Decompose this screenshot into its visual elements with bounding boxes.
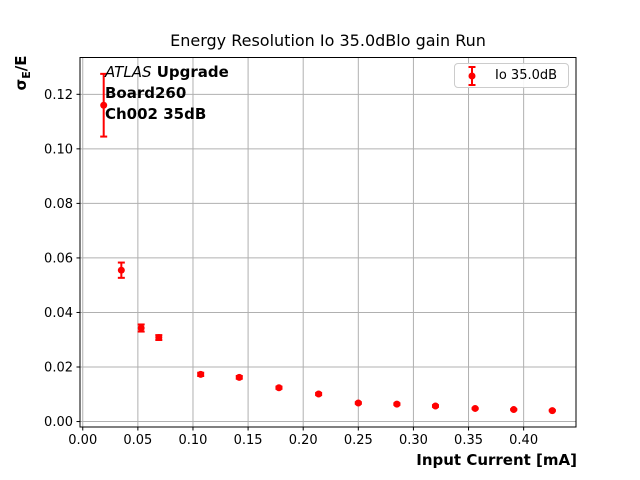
- data-point: [393, 400, 401, 408]
- data-point: [197, 370, 205, 378]
- y-tick-label: 0.12: [44, 88, 73, 103]
- y-tick-label: 0.00: [44, 415, 73, 430]
- data-point: [548, 407, 556, 415]
- data-point: [100, 101, 108, 109]
- data-point: [431, 402, 439, 410]
- annotation-line-3: Ch002 35dB: [105, 105, 207, 123]
- y-tick-label: 0.02: [44, 361, 73, 376]
- experiment-name: ATLAS: [105, 63, 152, 81]
- y-tick-label: 0.04: [44, 306, 73, 321]
- chart-title: Energy Resolution Io 35.0dBlo gain Run: [170, 31, 486, 50]
- y-tick-label: 0.06: [44, 251, 73, 266]
- y-axis-label: σE/E: [12, 38, 34, 108]
- ylabel-rest: /E: [12, 55, 30, 72]
- x-tick-label: 0.05: [123, 433, 152, 448]
- data-point: [354, 399, 362, 407]
- data-point: [235, 373, 243, 381]
- annotation-line-2: Board260: [105, 84, 187, 102]
- data-point: [137, 324, 145, 332]
- x-tick-label: 0.40: [509, 433, 538, 448]
- data-point: [155, 334, 163, 342]
- x-tick-label: 0.10: [179, 433, 208, 448]
- ylabel-subscript: E: [20, 71, 33, 79]
- x-tick-label: 0.00: [68, 433, 97, 448]
- annotation-line-1: ATLAS Upgrade: [105, 62, 229, 83]
- x-tick-label: 0.30: [399, 433, 428, 448]
- axes-frame: [79, 57, 577, 428]
- legend-errorbar-icon: [468, 65, 476, 86]
- data-point: [510, 406, 518, 414]
- legend-entry-label: Io 35.0dB: [495, 68, 558, 83]
- annotation-line-1-rest: Upgrade: [151, 63, 229, 81]
- legend-box: Io 35.0dB: [454, 63, 569, 88]
- data-point: [471, 404, 479, 412]
- y-tick-label: 0.08: [44, 197, 73, 212]
- data-point: [117, 266, 125, 274]
- ylabel-sigma: σ: [12, 78, 30, 91]
- plot-annotation: ATLAS Upgrade Board260 Ch002 35dB: [105, 62, 229, 125]
- x-tick-label: 0.15: [234, 433, 263, 448]
- x-axis-label: Input Current [mA]: [416, 451, 577, 469]
- data-point: [275, 384, 283, 392]
- data-point: [315, 390, 323, 398]
- x-tick-label: 0.25: [344, 433, 373, 448]
- x-tick-label: 0.35: [454, 433, 483, 448]
- x-tick-label: 0.20: [289, 433, 318, 448]
- y-tick-label: 0.10: [44, 142, 73, 157]
